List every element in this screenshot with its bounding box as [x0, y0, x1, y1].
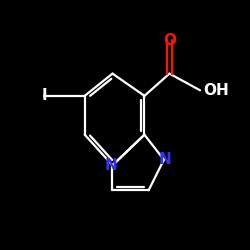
Text: N: N [105, 158, 118, 173]
Text: I: I [42, 88, 47, 103]
Text: O: O [163, 33, 176, 48]
Text: OH: OH [203, 83, 228, 98]
Text: N: N [159, 152, 172, 167]
